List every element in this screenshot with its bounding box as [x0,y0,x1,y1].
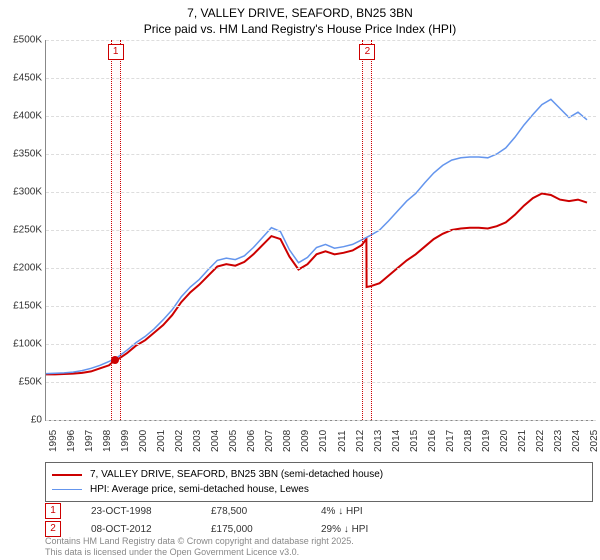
y-axis-label: £0 [31,415,42,426]
x-axis-label: 2020 [499,430,510,452]
y-axis-label: £450K [13,73,42,84]
x-axis-label: 2021 [517,430,528,452]
sale-price: £78,500 [211,506,291,517]
y-axis-label: £50K [19,377,42,388]
x-axis-label: 2014 [391,430,402,452]
x-axis-label: 2007 [264,430,275,452]
x-axis-label: 2006 [246,430,257,452]
x-axis-label: 2019 [481,430,492,452]
sale-row: 2 08-OCT-2012 £175,000 29% ↓ HPI [45,520,411,538]
sales-table: 1 23-OCT-1998 £78,500 4% ↓ HPI 2 08-OCT-2012 £… [45,502,411,538]
x-axis-label: 2025 [589,430,600,452]
y-axis-label: £100K [13,339,42,350]
sale-delta: 4% ↓ HPI [321,506,411,517]
series-line-price_paid [46,194,587,375]
title-line2: Price paid vs. HM Land Registry's House … [0,22,600,38]
x-axis-label: 2003 [192,430,203,452]
legend-box: 7, VALLEY DRIVE, SEAFORD, BN25 3BN (semi… [45,462,593,502]
legend-label: HPI: Average price, semi-detached house,… [90,482,309,497]
x-axis-label: 1996 [66,430,77,452]
y-axis-label: £500K [13,35,42,46]
title-line1: 7, VALLEY DRIVE, SEAFORD, BN25 3BN [0,6,600,22]
x-axis-label: 2023 [553,430,564,452]
chart-title: 7, VALLEY DRIVE, SEAFORD, BN25 3BN Price… [0,0,600,37]
sale-badge: 2 [45,521,61,537]
sale-date: 23-OCT-1998 [91,506,181,517]
x-axis-label: 2010 [318,430,329,452]
sale-delta: 29% ↓ HPI [321,524,411,535]
x-axis-label: 2016 [427,430,438,452]
x-axis-label: 2002 [174,430,185,452]
y-axis-label: £250K [13,225,42,236]
x-axis-label: 2004 [210,430,221,452]
x-axis-label: 2012 [355,430,366,452]
footer-line1: Contains HM Land Registry data © Crown c… [45,536,354,547]
sale-price: £175,000 [211,524,291,535]
y-axis-label: £300K [13,187,42,198]
footer-line2: This data is licensed under the Open Gov… [45,547,354,558]
y-axis-label: £400K [13,111,42,122]
x-axis-label: 1999 [120,430,131,452]
x-axis-label: 1995 [48,430,59,452]
legend-item: HPI: Average price, semi-detached house,… [52,482,586,497]
sale-marker-badge: 1 [108,44,124,60]
legend-label: 7, VALLEY DRIVE, SEAFORD, BN25 3BN (semi… [90,467,383,482]
footer-attribution: Contains HM Land Registry data © Crown c… [45,536,354,558]
legend-item: 7, VALLEY DRIVE, SEAFORD, BN25 3BN (semi… [52,467,586,482]
x-axis-label: 2024 [571,430,582,452]
x-axis-label: 2008 [282,430,293,452]
y-axis-label: £150K [13,301,42,312]
x-axis-label: 2005 [228,430,239,452]
legend-swatch [52,489,82,490]
x-axis-label: 2013 [373,430,384,452]
legend-swatch [52,474,82,476]
x-axis-label: 2000 [138,430,149,452]
sale-date: 08-OCT-2012 [91,524,181,535]
x-axis-label: 2015 [409,430,420,452]
sale-badge: 1 [45,503,61,519]
y-axis-label: £350K [13,149,42,160]
x-axis-label: 1998 [102,430,113,452]
x-axis-label: 2022 [535,430,546,452]
sale-marker-badge: 2 [359,44,375,60]
x-axis-label: 2011 [337,430,348,452]
series-line-hpi [46,99,587,373]
x-axis-label: 2017 [445,430,456,452]
chart-plot-area: 12 [45,40,596,421]
x-axis-label: 2009 [300,430,311,452]
y-axis-label: £200K [13,263,42,274]
sale-marker-band: 2 [362,40,372,420]
x-axis-label: 2001 [156,430,167,452]
sale-row: 1 23-OCT-1998 £78,500 4% ↓ HPI [45,502,411,520]
x-axis-label: 2018 [463,430,474,452]
sale-point-marker [111,356,119,364]
x-axis-label: 1997 [84,430,95,452]
